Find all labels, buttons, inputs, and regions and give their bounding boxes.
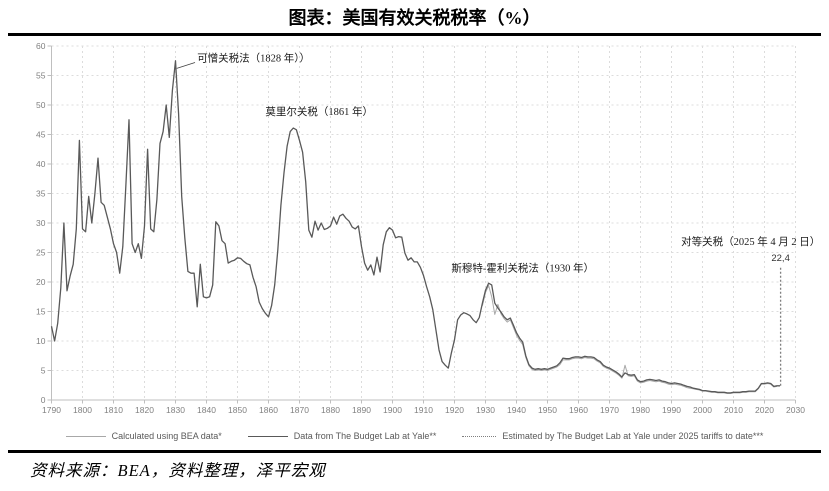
y-tick-label: 60 [36,41,46,51]
legend-line-sample-0 [65,435,106,437]
x-tick-label: 1950 [538,405,557,415]
y-tick-label: 20 [36,277,46,287]
x-tick-label: 1850 [228,405,247,415]
tariff-rate-chart: 1790 1800 1810 1820 1830 1840 1850 1860 1870 1880… [36,41,820,415]
x-tick-label: 1820 [135,405,154,415]
y-tick-label: 0 [41,395,46,405]
x-tick-label: 2000 [693,405,712,415]
annotation-value-2025: 22,4 [771,253,790,264]
y-tick-label: 35 [36,189,46,199]
y-tick-label: 15 [36,307,46,317]
footer-divider [8,450,821,453]
x-tick-label: 1810 [104,405,123,415]
y-tick-label: 45 [36,130,46,140]
annotation-leader-abominations [176,62,196,69]
y-tick-label: 30 [36,218,46,228]
annotation-smoot-hawley: 斯穆特-霍利关税法（1930 年） [451,261,594,274]
annotation-abominations: 可憎关税法（1828 年）） [197,51,310,64]
series-0 [481,285,777,394]
chart-legend: Calculated using BEA data* Data from The … [0,431,829,441]
y-tick-label: 10 [36,336,46,346]
x-tick-label: 2030 [786,405,805,415]
x-tick-label: 1890 [352,405,371,415]
y-tick-label: 50 [36,100,46,110]
x-tick-label: 2020 [755,405,774,415]
x-tick-label: 1970 [600,405,619,415]
x-tick-label: 1800 [73,405,92,415]
legend-line-sample-2 [462,435,497,437]
gridlines [51,45,796,401]
legend-label-0: Calculated using BEA data* [111,431,222,441]
axes: 1790 1800 1810 1820 1830 1840 1850 1860 1870 1880… [36,41,805,415]
x-tick-label: 1870 [290,405,309,415]
x-tick-label: 1840 [197,405,216,415]
x-tick-label: 1930 [476,405,495,415]
legend-item-1: Data from The Budget Lab at Yale** [247,431,437,441]
x-tick-label: 1910 [414,405,433,415]
series-1 [50,60,780,394]
annotation-morrill: 莫里尔关税（1861 年） [265,105,373,118]
annotation-reciprocal: 对等关税（2025 年 4 月 2 日） [681,235,820,248]
legend-item-2: Estimated by The Budget Lab at Yale unde… [462,431,763,441]
x-tick-label: 2010 [724,405,743,415]
y-tick-label: 40 [36,159,46,169]
x-tick-label: 1920 [445,405,464,415]
title-divider [8,33,821,36]
y-tick-label: 25 [36,248,46,258]
x-tick-label: 1980 [631,405,650,415]
x-tick-label: 1900 [383,405,402,415]
legend-item-0: Calculated using BEA data* [65,431,222,441]
y-tick-label: 5 [41,366,46,376]
x-tick-label: 1860 [259,405,278,415]
page-title: 图表：美国有效关税税率（%） [288,8,541,28]
x-tick-label: 1960 [569,405,588,415]
legend-line-sample-1 [247,435,288,437]
x-tick-label: 1880 [321,405,340,415]
legend-label-2: Estimated by The Budget Lab at Yale unde… [502,431,764,441]
y-tick-label: 55 [36,71,46,81]
x-tick-label: 1940 [507,405,526,415]
x-tick-label: 1830 [166,405,185,415]
source-note: 资料来源：BEA，资料整理，泽平宏观 [30,461,326,480]
legend-label-1: Data from The Budget Lab at Yale** [293,431,437,441]
x-tick-label: 1990 [662,405,681,415]
x-tick-label: 1790 [42,405,61,415]
